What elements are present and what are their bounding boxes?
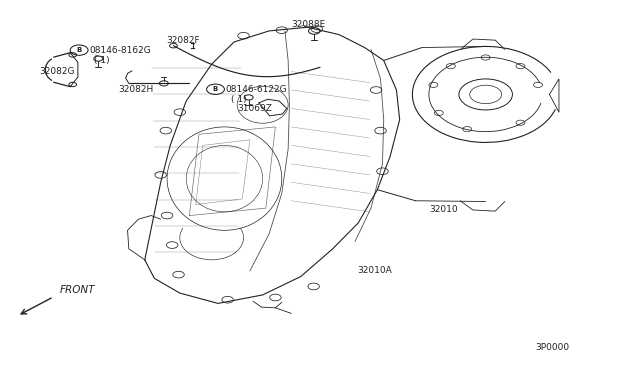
- Text: 3P0000: 3P0000: [536, 343, 570, 352]
- Text: 08146-8162G: 08146-8162G: [90, 46, 151, 55]
- Text: 32082G: 32082G: [40, 67, 75, 76]
- Text: ( 1): ( 1): [94, 56, 109, 65]
- Text: 32088E: 32088E: [291, 20, 326, 29]
- Text: 31069Z: 31069Z: [237, 104, 272, 113]
- Text: 08146-6122G: 08146-6122G: [226, 85, 287, 94]
- Text: 32082F: 32082F: [166, 36, 200, 45]
- Text: B: B: [77, 47, 82, 53]
- Text: 32010A: 32010A: [357, 266, 392, 275]
- Text: ( 1): ( 1): [231, 95, 246, 104]
- Text: 32010: 32010: [429, 205, 458, 215]
- Text: B: B: [213, 86, 218, 92]
- Text: FRONT: FRONT: [60, 285, 95, 295]
- Text: 32082H: 32082H: [118, 85, 153, 94]
